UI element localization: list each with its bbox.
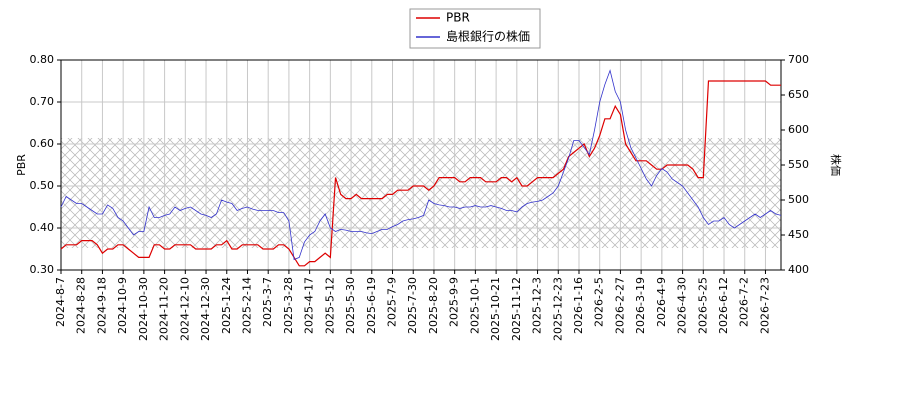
x-tick-label: 2025-10-1	[468, 277, 481, 334]
x-tick-label: 2025-12-23	[551, 277, 564, 341]
y2-tick-label: 400	[788, 263, 809, 276]
y2-tick-label: 700	[788, 53, 809, 66]
x-tick-label: 2026-5-25	[696, 277, 709, 334]
x-tick-label: 2024-10-30	[137, 277, 150, 341]
series-line	[60, 69, 782, 261]
x-tick-label: 2026-1-16	[572, 277, 585, 334]
y2-tick-label: 500	[788, 193, 809, 206]
x-tick-label: 2024-8-28	[75, 277, 88, 334]
hatched-band	[61, 138, 781, 248]
legend-label: PBR	[446, 11, 470, 25]
x-tick-label: 2024-8-7	[54, 277, 67, 327]
y-tick-label: 0.40	[30, 221, 55, 234]
legend-box	[409, 8, 541, 49]
legend-label: 島根銀行の株価	[446, 29, 530, 44]
x-tick-label: 2026-6-12	[717, 277, 730, 334]
x-tick-label: 2026-4-30	[676, 277, 689, 334]
x-tick-label: 2025-1-24	[220, 277, 233, 334]
x-tick-label: 2025-10-21	[489, 277, 502, 341]
x-tick-label: 2025-5-30	[344, 277, 357, 334]
x-tick-label: 2025-4-17	[303, 277, 316, 334]
x-tick-label: 2024-11-20	[158, 277, 171, 341]
x-tick-label: 2025-11-12	[510, 277, 523, 341]
y2-tick-label: 450	[788, 228, 809, 241]
x-tick-label: 2025-8-20	[427, 277, 440, 334]
y2-axis-label: 株価	[829, 154, 843, 176]
x-tick-label: 2024-10-9	[116, 277, 129, 334]
y2-tick-label: 600	[788, 123, 809, 136]
x-tick-label: 2025-5-12	[323, 277, 336, 334]
x-tick-label: 2026-4-9	[655, 277, 668, 327]
y2-tick-label: 550	[788, 158, 809, 171]
x-tick-label: 2025-12-3	[531, 277, 544, 334]
y-tick-label: 0.50	[30, 179, 55, 192]
x-tick-label: 2025-6-19	[365, 277, 378, 334]
x-tick-label: 2026-3-19	[634, 277, 647, 334]
x-tick-label: 2025-7-9	[386, 277, 399, 327]
x-tick-label: 2024-9-18	[95, 277, 108, 334]
x-tick-label: 2026-7-23	[758, 277, 771, 334]
x-tick-label: 2025-7-30	[406, 277, 419, 334]
y2-tick-label: 650	[788, 88, 809, 101]
y-tick-label: 0.70	[30, 95, 55, 108]
x-tick-label: 2025-2-14	[240, 277, 253, 334]
x-tick-label: 2026-7-2	[738, 277, 751, 327]
x-tick-label: 2025-3-28	[282, 277, 295, 334]
x-tick-label: 2024-12-30	[199, 277, 212, 341]
x-tick-label: 2026-2-27	[613, 277, 626, 334]
x-tick-label: 2024-12-10	[178, 277, 191, 341]
x-tick-label: 2025-3-7	[261, 277, 274, 327]
y-tick-label: 0.60	[30, 137, 55, 150]
y-axis-label: PBR	[15, 154, 28, 176]
x-tick-label: 2026-2-5	[593, 277, 606, 327]
x-tick-label: 2025-9-9	[448, 277, 461, 327]
y-tick-label: 0.80	[30, 53, 55, 66]
plot-frame	[60, 59, 782, 271]
y-tick-label: 0.30	[30, 263, 55, 276]
